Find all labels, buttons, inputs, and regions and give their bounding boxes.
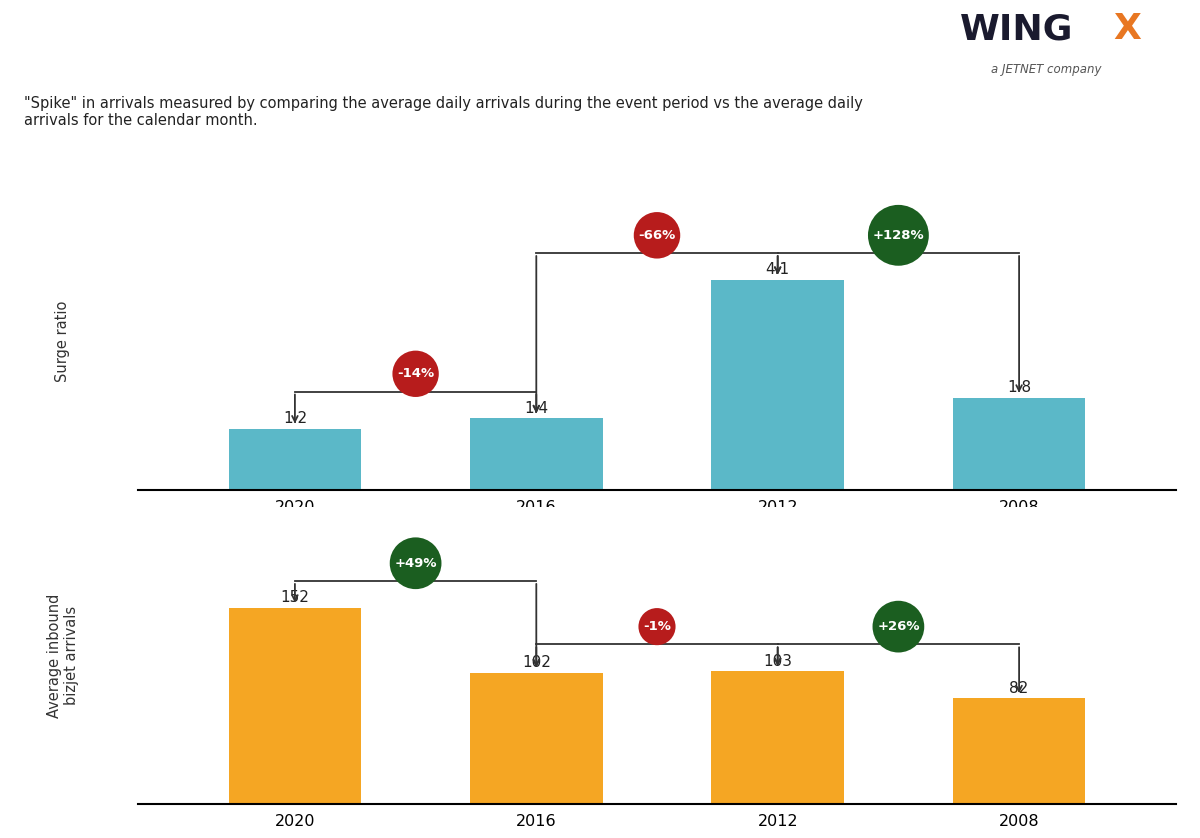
Text: 1.8: 1.8 — [1007, 380, 1031, 396]
Text: a JETNET company: a JETNET company — [991, 63, 1102, 76]
Bar — [470, 418, 602, 490]
Text: Average inbound
bizjet arrivals: Average inbound bizjet arrivals — [47, 593, 79, 718]
Bar — [712, 671, 844, 804]
Text: 102: 102 — [522, 655, 551, 670]
Bar — [470, 673, 602, 804]
Text: WING: WING — [960, 13, 1073, 46]
Text: +26%: +26% — [877, 620, 919, 634]
Text: 1.2: 1.2 — [283, 411, 307, 426]
Text: 1.4: 1.4 — [524, 401, 548, 416]
Text: 82: 82 — [1009, 680, 1028, 696]
Text: +128%: +128% — [872, 229, 924, 242]
Bar — [228, 429, 361, 490]
Text: -1%: -1% — [643, 620, 671, 634]
Text: Surge ratio: Surge ratio — [55, 301, 71, 382]
Text: -66%: -66% — [638, 229, 676, 242]
Text: X: X — [1114, 13, 1141, 46]
Text: 4.1: 4.1 — [766, 262, 790, 277]
Bar — [953, 398, 1086, 490]
Text: 103: 103 — [763, 654, 792, 669]
Bar — [228, 608, 361, 804]
Text: "Spike" in arrivals measured by comparing the average daily arrivals during the : "Spike" in arrivals measured by comparin… — [24, 96, 863, 128]
Text: -14%: -14% — [397, 367, 434, 380]
Text: +49%: +49% — [395, 556, 437, 570]
Text: Business Jet arrivals 1 day before and during EUROS final through the years: Business Jet arrivals 1 day before and d… — [25, 36, 832, 54]
Bar — [712, 280, 844, 490]
Bar — [953, 698, 1086, 804]
Text: 152: 152 — [281, 590, 310, 605]
